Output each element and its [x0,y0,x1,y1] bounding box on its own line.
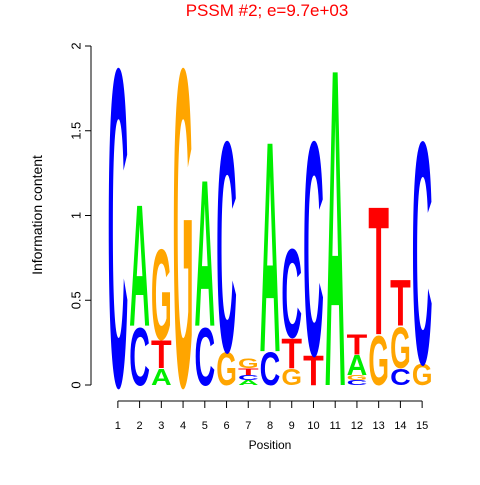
x-tick-label: 5 [202,420,208,432]
logo-letter: T [151,332,172,377]
logo-letter: C [216,79,237,415]
logo-letter: T [238,366,259,377]
logo-letter: C [108,0,129,480]
logo-letter: C [347,379,368,387]
logo-letter-group: T [151,332,172,377]
logo-letter: T [347,330,368,362]
x-tick-label: 1 [115,420,121,432]
logo-letter: C [238,374,259,382]
logo-letter: A [194,137,215,371]
logo-letter-group: T [238,366,259,377]
logo-letter: C [129,312,150,404]
logo-letter-group: C [194,312,215,404]
x-tick-label: 11 [329,420,340,432]
logo-letter-group: G [216,344,237,396]
y-tick-label: 0.5 [68,291,83,309]
x-tick-label: 12 [351,420,363,432]
logo-letter-group: G [151,222,172,367]
logo-letter-group: G [368,322,389,401]
logo-letter-group: T [347,330,368,362]
logo-letter: C [412,76,433,431]
y-tick-label: 2 [68,42,83,49]
y-tick-label: 1.5 [68,122,83,140]
logo-letter: A [347,350,368,382]
x-tick-label: 15 [416,420,428,432]
logo-letter-group: C [108,0,129,482]
logo-letter-group: G [173,0,194,482]
logo-letter-group: A [325,0,346,482]
logo-letter-group: C [390,363,411,390]
logo-letter-group: G [390,315,411,381]
logo-letter-group: T [368,168,389,373]
logo-letter-group: C [260,344,281,396]
logo-letter-group: T [390,266,411,340]
logo-letter-group: C [347,379,368,387]
logo-letter-group: G [412,358,433,392]
logo-letter-group: A [129,169,150,363]
y-axis-label: Information content [29,155,45,275]
x-tick-label: 7 [245,420,251,432]
logo-letter-group: A [238,379,259,387]
logo-letter: T [368,168,389,373]
x-tick-label: 10 [307,420,319,432]
logo-letter-group: G [281,363,302,390]
logo-letter-group: A [260,79,281,415]
logo-letter: T [281,329,302,377]
logo-letter: G [216,344,237,396]
x-tick-label: 14 [394,420,406,432]
logo-letter: A [260,79,281,415]
y-tick-label: 1 [68,212,83,219]
logo-letter: G [173,0,194,480]
logo-letter-group: T [303,346,324,394]
x-tick-label: 2 [137,420,143,432]
logo-letter: G [412,358,433,392]
logo-letter: T [303,346,324,394]
logo-letter-group: A [151,363,172,390]
logo-letter-group: A [347,350,368,382]
logo-letter-group: C [412,76,433,431]
logo-letter: C [281,223,302,365]
x-tick-label: 6 [223,420,229,432]
logo-letter-group: C [238,374,259,382]
logo-letter: G [368,322,389,401]
logo-letter: A [129,169,150,363]
x-tick-label: 9 [289,420,295,432]
logo-letter-group: C [216,79,237,415]
logo-letter: C [194,312,215,404]
logo-letter: G [238,356,259,372]
chart-title: PSSM #2; e=9.7e+03 [186,1,349,20]
x-tick-label: 4 [180,420,186,432]
logo-letter-group: C [303,79,324,421]
logo-letter: A [238,379,259,387]
x-tick-label: 8 [267,420,273,432]
logo-letter-group: C [281,223,302,365]
logo-letter: A [151,363,172,390]
logo-letter: G [281,363,302,390]
logo-letter: A [325,0,346,480]
x-tick-label: 3 [158,420,164,432]
logo-letter: C [303,79,324,421]
logo-letter-group: A [194,137,215,371]
logo-letter-group: T [281,329,302,377]
logo-letter: G [347,374,368,382]
y-tick-label: 0 [68,381,83,388]
x-axis-label: Position [249,438,292,452]
logo-letter-group: G [238,356,259,372]
logo-letter: C [260,344,281,396]
logo-letter: T [390,266,411,340]
logo-letter-group: C [129,312,150,404]
x-tick-label: 13 [373,420,385,432]
logo-letter: G [151,222,172,367]
logo-letter-group: G [347,374,368,382]
logo-letter: C [390,363,411,390]
logo-letter: G [390,315,411,381]
